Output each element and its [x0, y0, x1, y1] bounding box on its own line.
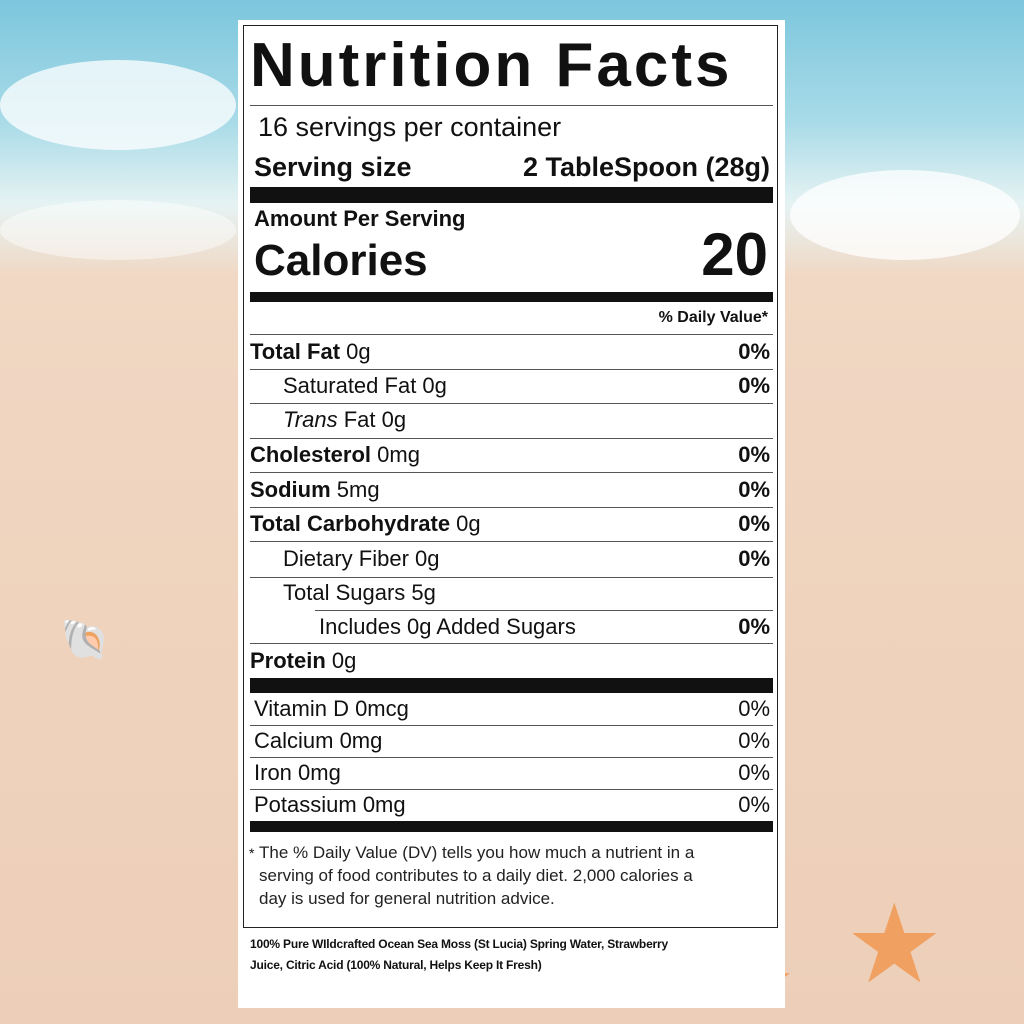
- nutrient-row-total-carbohydrate: Total Carbohydrate 0g 0%: [250, 511, 770, 536]
- divider: [250, 334, 773, 335]
- vitamin-row-calcium: Calcium 0mg 0%: [254, 728, 770, 753]
- divider: [250, 541, 773, 542]
- nutrient-row-saturated-fat: Saturated Fat 0g 0%: [283, 373, 770, 398]
- starfish-icon: ★: [845, 883, 944, 1006]
- nutrient-row-sodium: Sodium 5mg 0%: [250, 477, 770, 502]
- nutrient-row-added-sugars: Includes 0g Added Sugars 0%: [319, 614, 770, 639]
- divider: [250, 507, 773, 508]
- divider: [250, 643, 773, 644]
- serving-size-value: 2 TableSpoon (28g): [522, 152, 770, 182]
- nutrient-row-trans-fat: Trans Fat 0g: [283, 407, 407, 432]
- footnote-line: serving of food contributes to a daily d…: [259, 866, 693, 885]
- divider: [250, 757, 773, 758]
- divider: [250, 438, 773, 439]
- divider: [250, 725, 773, 726]
- divider: [250, 105, 773, 106]
- nutrient-row-dietary-fiber: Dietary Fiber 0g 0%: [283, 546, 770, 571]
- calories-value: 20: [701, 221, 768, 288]
- divider-thick: [250, 821, 773, 832]
- calories-label: Calories: [254, 236, 428, 285]
- background-wave: [790, 170, 1020, 260]
- amount-per-serving: Amount Per Serving: [254, 206, 466, 231]
- serving-size-label: Serving size: [254, 152, 412, 182]
- label-panel: [238, 20, 785, 1008]
- divider: [250, 577, 773, 578]
- divider-thick: [250, 678, 773, 693]
- divider: [250, 403, 773, 404]
- nutrient-row-cholesterol: Cholesterol 0mg 0%: [250, 442, 770, 467]
- divider-thick: [250, 187, 773, 203]
- daily-value-header: % Daily Value*: [658, 309, 768, 326]
- divider: [250, 369, 773, 370]
- servings-per-container: 16 servings per container: [258, 112, 562, 142]
- background-wave: [0, 60, 236, 150]
- title: Nutrition Facts: [250, 31, 733, 100]
- ingredients-line: 100% Pure WIldcrafted Ocean Sea Moss (St…: [250, 937, 668, 951]
- divider: [315, 610, 773, 611]
- footnote-star: *: [249, 845, 255, 861]
- divider: [250, 472, 773, 473]
- nutrition-facts-box: [243, 25, 778, 928]
- nutrient-row-protein: Protein 0g: [250, 648, 357, 673]
- nutrient-row-total-sugars: Total Sugars 5g: [283, 580, 436, 605]
- vitamin-row-potassium: Potassium 0mg 0%: [254, 792, 770, 817]
- background-wave: [0, 200, 236, 260]
- nutrient-row-total-fat: Total Fat 0g 0%: [250, 339, 770, 364]
- ingredients-line: Juice, Citric Acid (100% Natural, Helps …: [250, 958, 542, 972]
- shell-icon: 🐚: [60, 618, 110, 662]
- divider: [250, 789, 773, 790]
- footnote-line: day is used for general nutrition advice…: [259, 889, 555, 908]
- footnote-line: The % Daily Value (DV) tells you how muc…: [259, 843, 695, 862]
- divider-thick: [250, 292, 773, 302]
- vitamin-row-vitamin-d: Vitamin D 0mcg 0%: [254, 696, 770, 721]
- vitamin-row-iron: Iron 0mg 0%: [254, 760, 770, 785]
